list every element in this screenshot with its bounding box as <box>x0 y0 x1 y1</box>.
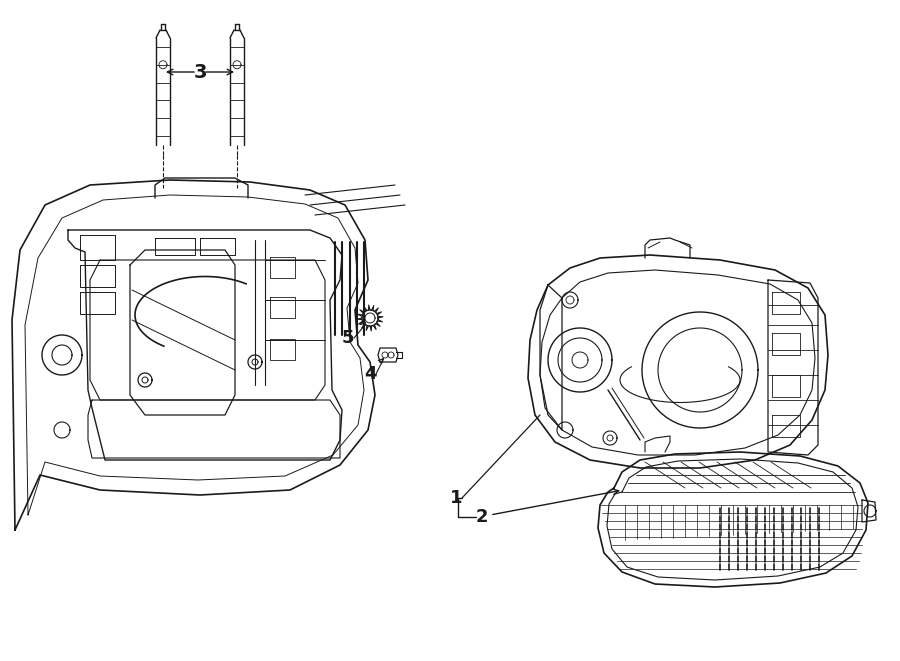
Text: 3: 3 <box>194 63 207 81</box>
Text: 4: 4 <box>364 365 376 383</box>
Text: 5: 5 <box>342 329 355 347</box>
Text: 2: 2 <box>476 508 489 526</box>
Text: 1: 1 <box>449 489 462 507</box>
